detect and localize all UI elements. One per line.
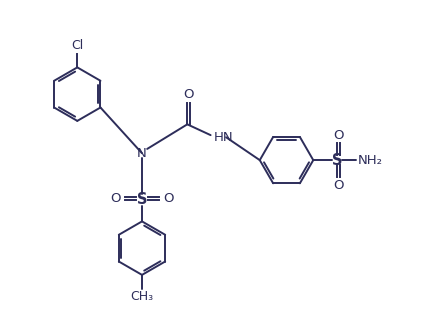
Text: O: O — [163, 192, 174, 205]
Text: O: O — [332, 128, 343, 142]
Text: S: S — [331, 153, 342, 168]
Text: S: S — [136, 192, 147, 207]
Text: Cl: Cl — [71, 39, 83, 52]
Text: O: O — [110, 192, 120, 205]
Text: O: O — [183, 88, 194, 101]
Text: O: O — [332, 179, 343, 192]
Text: CH₃: CH₃ — [130, 290, 153, 303]
Text: NH₂: NH₂ — [357, 154, 382, 167]
Text: HN: HN — [214, 131, 233, 144]
Text: N: N — [137, 147, 147, 160]
